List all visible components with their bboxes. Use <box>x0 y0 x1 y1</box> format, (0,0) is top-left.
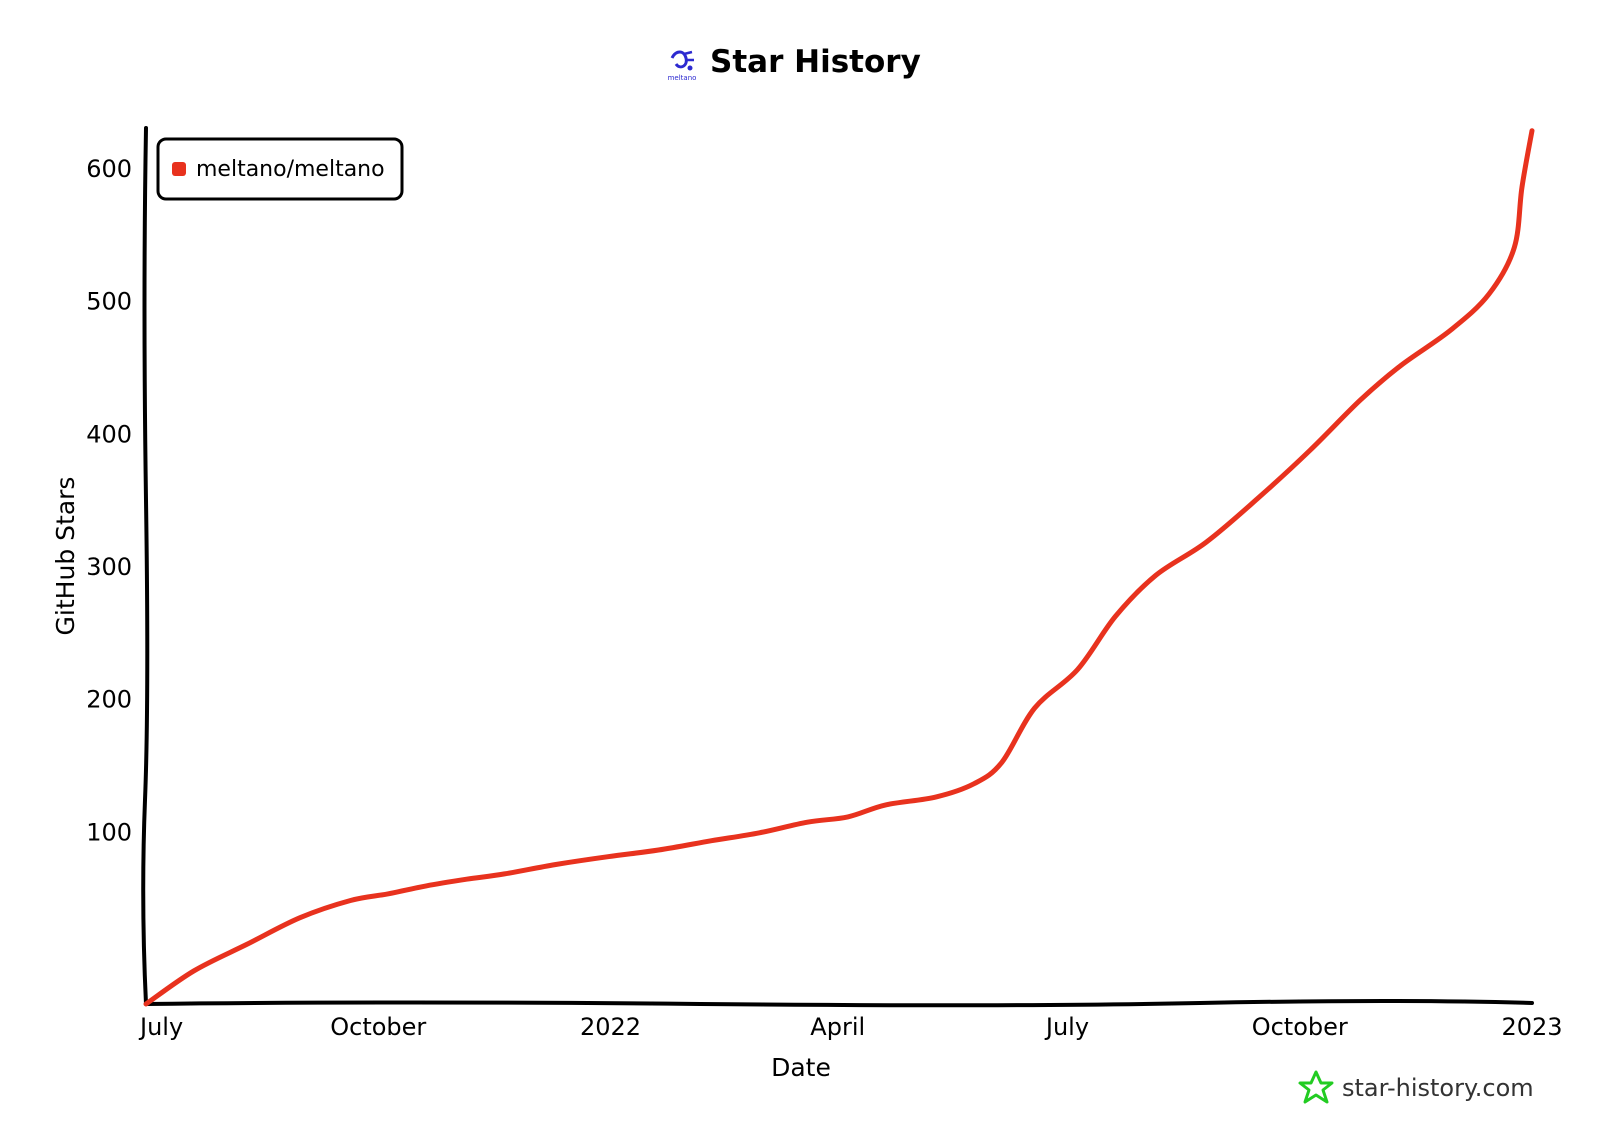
x-tick-label: July <box>138 1013 183 1041</box>
x-tick-label: 2023 <box>1501 1013 1562 1041</box>
x-tick-label: July <box>1044 1013 1089 1041</box>
y-axis-line <box>141 126 150 1006</box>
logo-caption: meltano <box>668 74 697 82</box>
meltano-logo-icon: meltano <box>668 50 697 82</box>
y-tick-label: 600 <box>86 155 132 183</box>
legend-box <box>156 137 404 201</box>
chart-header: meltano Star History <box>668 44 921 82</box>
watermark: star-history.com <box>1298 1070 1534 1104</box>
y-tick-label: 400 <box>86 420 132 448</box>
y-axis-ticks: 100 200 300 400 500 600 <box>86 155 132 847</box>
series-layer <box>143 128 1535 1007</box>
y-tick-label: 200 <box>86 686 132 714</box>
series-line-meltano <box>143 128 1535 1007</box>
x-axis-ticks: July October 2022 April July October 2023 <box>138 1013 1563 1041</box>
y-tick-label: 100 <box>86 818 132 846</box>
x-axis-label: Date <box>771 1053 831 1082</box>
legend-swatch <box>172 162 186 176</box>
watermark-text: star-history.com <box>1342 1074 1534 1102</box>
legend-label: meltano/meltano <box>196 157 385 182</box>
y-tick-label: 300 <box>86 553 132 581</box>
x-tick-label: October <box>1252 1013 1348 1041</box>
y-tick-label: 500 <box>86 288 132 316</box>
x-tick-label: April <box>810 1013 865 1041</box>
star-icon <box>1298 1070 1334 1104</box>
x-tick-label: 2022 <box>580 1013 641 1041</box>
x-tick-label: October <box>330 1013 426 1041</box>
x-axis-line <box>144 999 1534 1008</box>
legend: meltano/meltano <box>156 137 404 201</box>
chart-title: Star History <box>710 44 921 80</box>
y-axis-label: GitHub Stars <box>51 477 80 636</box>
